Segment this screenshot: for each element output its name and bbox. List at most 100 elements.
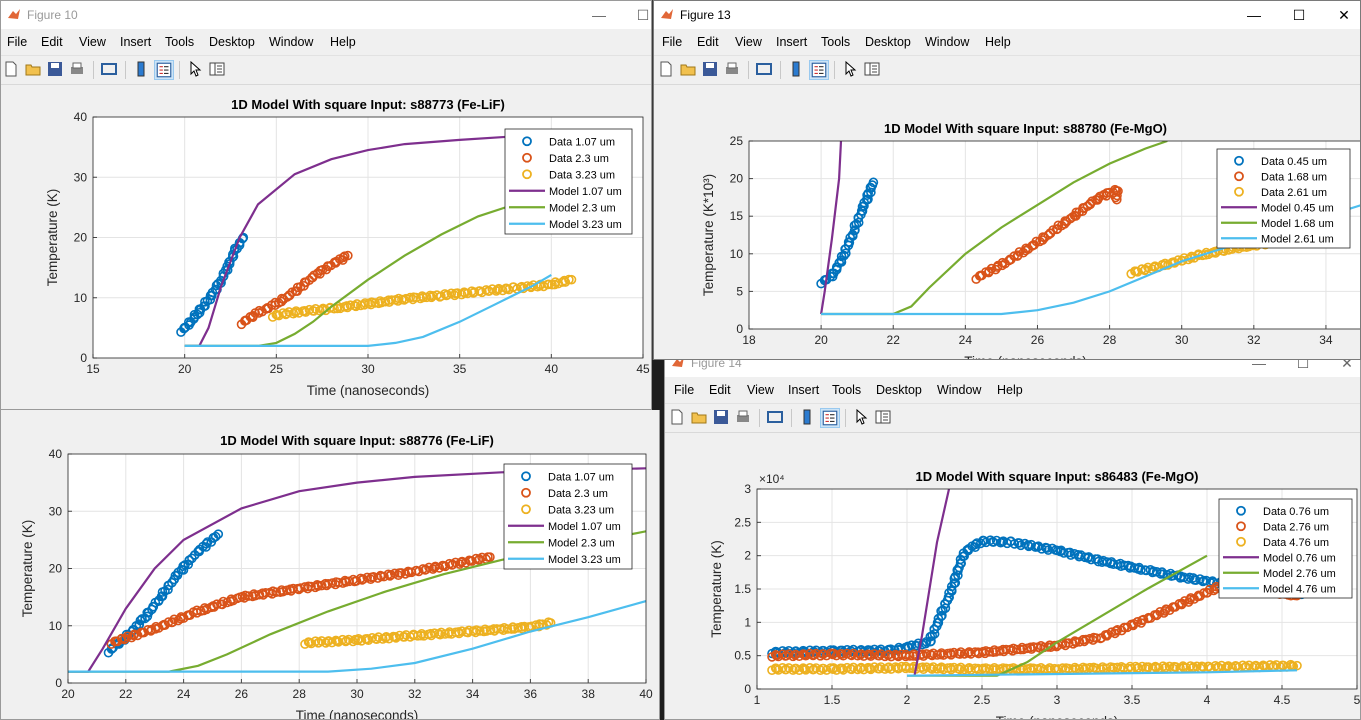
window-title: Figure 10 <box>27 8 78 22</box>
data-point <box>921 662 932 672</box>
x-tick-label: 34 <box>1319 333 1333 347</box>
data-point <box>883 662 894 672</box>
legend-entry: Model 3.23 um <box>549 219 622 231</box>
legend-icon[interactable] <box>809 60 829 80</box>
data-point <box>178 565 189 575</box>
colorbar-icon[interactable] <box>788 61 804 77</box>
new-figure-icon[interactable] <box>658 61 674 77</box>
close-button[interactable]: ✕ <box>1341 355 1353 371</box>
menu-insert[interactable]: Insert <box>776 35 808 49</box>
colorbar-icon[interactable] <box>799 409 815 425</box>
data-point <box>457 626 467 636</box>
open-file-icon[interactable] <box>25 61 41 77</box>
save-icon[interactable] <box>713 409 729 425</box>
window-title: Figure 13 <box>680 8 731 22</box>
data-point <box>491 286 502 296</box>
print-icon[interactable] <box>724 61 740 77</box>
x-tick-label: 32 <box>408 687 422 701</box>
menu-edit[interactable]: Edit <box>41 35 63 49</box>
maximize-button[interactable]: ☐ <box>1292 7 1306 23</box>
data-point <box>270 297 280 308</box>
y-axis-label: Temperature (K*10³) <box>701 174 716 296</box>
menu-file[interactable]: File <box>7 35 28 49</box>
data-point <box>865 182 876 193</box>
menu-edit[interactable]: Edit <box>697 35 719 49</box>
data-point <box>959 649 970 659</box>
property-inspector-icon[interactable] <box>875 409 891 425</box>
menu-tools[interactable]: Tools <box>165 35 195 49</box>
data-point <box>1048 225 1058 235</box>
menu-file[interactable]: File <box>674 383 695 397</box>
data-point <box>1091 633 1102 643</box>
x-tick-label: 34 <box>466 687 480 701</box>
menu-help[interactable]: Help <box>985 35 1011 49</box>
x-tick-label: 22 <box>119 687 133 701</box>
figure-13-canvas: 18 20 22 24 26 28 30 32 34 0 5 10 15 20 25 1D Model Wit… <box>654 85 1360 359</box>
close-button[interactable]: ✕ <box>1338 7 1350 23</box>
data-point <box>566 274 577 285</box>
data-point <box>846 650 857 661</box>
menu-edit[interactable]: Edit <box>709 383 731 397</box>
x-tick-label: 40 <box>639 687 653 701</box>
edit-plot-arrow-icon[interactable] <box>842 61 858 77</box>
menu-desktop[interactable]: Desktop <box>865 35 911 49</box>
data-point <box>338 252 349 263</box>
maximize-button[interactable]: ☐ <box>636 7 650 23</box>
link-plot-icon[interactable] <box>101 61 117 77</box>
property-inspector-icon[interactable] <box>864 61 880 77</box>
legend-entry: Data 2.61 um <box>1261 187 1327 199</box>
chart-title: 1D Model With square Input: s88776 (Fe-L… <box>220 433 494 448</box>
property-inspector-icon[interactable] <box>209 61 225 77</box>
figure-14-window[interactable]: Figure 14 — ☐ ✕ File Edit View Insert To… <box>664 348 1361 720</box>
y-tick-label: 10 <box>74 291 88 305</box>
menu-file[interactable]: File <box>662 35 683 49</box>
figure-10-window[interactable]: Figure 10 — ☐ File Edit View Insert Tool… <box>0 0 652 410</box>
print-icon[interactable] <box>69 61 85 77</box>
link-plot-icon[interactable] <box>756 61 772 77</box>
save-icon[interactable] <box>702 61 718 77</box>
minimize-button[interactable]: — <box>1247 7 1261 23</box>
legend-icon[interactable] <box>154 60 174 80</box>
new-figure-icon[interactable] <box>669 409 685 425</box>
menu-view[interactable]: View <box>735 35 762 49</box>
menu-help[interactable]: Help <box>330 35 356 49</box>
colorbar-icon[interactable] <box>133 61 149 77</box>
data-point <box>964 647 975 657</box>
y-tick-label: 2.5 <box>734 515 751 529</box>
menu-tools[interactable]: Tools <box>832 383 862 397</box>
legend-icon[interactable] <box>820 408 840 428</box>
menu-view[interactable]: View <box>79 35 106 49</box>
legend-entry: Model 0.76 um <box>1263 552 1336 564</box>
data-point <box>1157 567 1167 577</box>
menu-help[interactable]: Help <box>997 383 1023 397</box>
edit-plot-arrow-icon[interactable] <box>853 409 869 425</box>
minimize-button[interactable]: — <box>592 7 606 23</box>
axes-box <box>67 453 647 684</box>
open-file-icon[interactable] <box>680 61 696 77</box>
new-figure-icon[interactable] <box>3 61 19 77</box>
data-point <box>475 626 485 636</box>
figure-13-window[interactable]: Figure 13 — ☐ ✕ File Edit View Insert To… <box>653 0 1361 360</box>
data-point <box>1043 230 1054 240</box>
menu-window[interactable]: Window <box>269 35 314 49</box>
menu-view[interactable]: View <box>747 383 774 397</box>
print-icon[interactable] <box>735 409 751 425</box>
menu-window[interactable]: Window <box>937 383 982 397</box>
menu-desktop[interactable]: Desktop <box>876 383 922 397</box>
menu-window[interactable]: Window <box>925 35 970 49</box>
data-point <box>856 206 867 216</box>
data-point <box>416 629 427 639</box>
lower-left-figure-window[interactable]: 20 22 24 26 28 30 32 34 36 38 40 0 10 20 30 40 1D Model … <box>0 410 660 720</box>
link-plot-icon[interactable] <box>767 409 783 425</box>
x-tick-label: 20 <box>178 362 192 376</box>
figure-13-titlebar[interactable]: Figure 13 — ☐ ✕ <box>654 1 1360 29</box>
save-icon[interactable] <box>47 61 63 77</box>
menu-tools[interactable]: Tools <box>821 35 851 49</box>
menu-insert[interactable]: Insert <box>788 383 820 397</box>
legend-entry: Data 2.76 um <box>1263 521 1329 533</box>
edit-plot-arrow-icon[interactable] <box>187 61 203 77</box>
figure-10-titlebar[interactable]: Figure 10 — ☐ <box>1 1 651 29</box>
menu-desktop[interactable]: Desktop <box>209 35 255 49</box>
menu-insert[interactable]: Insert <box>120 35 152 49</box>
open-file-icon[interactable] <box>691 409 707 425</box>
